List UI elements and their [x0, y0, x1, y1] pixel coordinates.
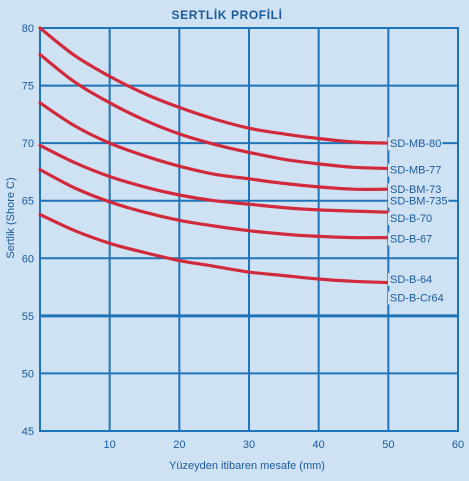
x-axis-label: Yüzeyden itibaren mesafe (mm) — [169, 460, 325, 472]
series-label-bg-sd-b-67 — [388, 232, 434, 246]
series-label-sd-mb-80: SD-MB-80 — [390, 138, 441, 150]
x-tick-label-40: 40 — [313, 439, 325, 451]
x-tick-label-60: 60 — [452, 439, 464, 451]
y-tick-label-55: 55 — [22, 311, 34, 323]
series-line-sd-mb-80 — [38, 26, 390, 145]
series-label-bg-sd-b-64 — [388, 273, 434, 287]
tick-layer: 10 20 30 40 50 60 45 50 55 60 65 70 75 80 — [22, 23, 464, 451]
series-line-sd-b-70 — [38, 168, 390, 240]
x-tick-label-20: 20 — [173, 439, 185, 451]
y-tick-label-60: 60 — [22, 253, 34, 265]
series-label-sd-mb-77: SD-MB-77 — [390, 165, 441, 177]
series-label-bg-sd-mb-80 — [388, 137, 443, 151]
y-tick-label-50: 50 — [22, 368, 34, 380]
y-tick-label-75: 75 — [22, 81, 34, 93]
series-label-sd-b-70: SD-B-70 — [390, 213, 432, 225]
x-tick-label-10: 10 — [104, 439, 116, 451]
series-label-bg-sd-b-cr64 — [388, 291, 445, 305]
series-line-sd-bm-73 — [38, 101, 390, 191]
y-tick-label-65: 65 — [22, 196, 34, 208]
series-label-bg-sd-mb-77 — [388, 163, 443, 177]
chart-title: SERTLİK PROFİLİ — [172, 7, 283, 22]
series-layer — [38, 26, 390, 285]
x-tick-label-50: 50 — [382, 439, 394, 451]
series-label-sd-b-67: SD-B-67 — [390, 234, 432, 246]
x-tick-label-30: 30 — [243, 439, 255, 451]
series-label-sd-b-64: SD-B-64 — [390, 274, 432, 286]
y-tick-label-70: 70 — [22, 138, 34, 150]
y-tick-label-80: 80 — [22, 23, 34, 35]
series-label-bg-sd-b-70 — [388, 211, 434, 225]
series-label-sd-bm-73: SD-BM-73 — [390, 184, 441, 196]
series-line-sd-mb-77 — [38, 52, 390, 171]
series-label-sd-b-cr64: SD-B-Cr64 — [390, 292, 444, 304]
series-label-sd-bm-735: SD-BM-735 — [390, 196, 447, 208]
series-label-bg-sd-bm-73 — [388, 183, 443, 197]
series-line-sd-b-67 — [38, 212, 390, 285]
y-axis-label: Sertlik (Shore C) — [5, 177, 17, 258]
y-tick-label-45: 45 — [22, 426, 34, 438]
series-line-sd-bm-735 — [38, 143, 390, 214]
series-label-bg-sd-bm-735 — [388, 194, 449, 208]
